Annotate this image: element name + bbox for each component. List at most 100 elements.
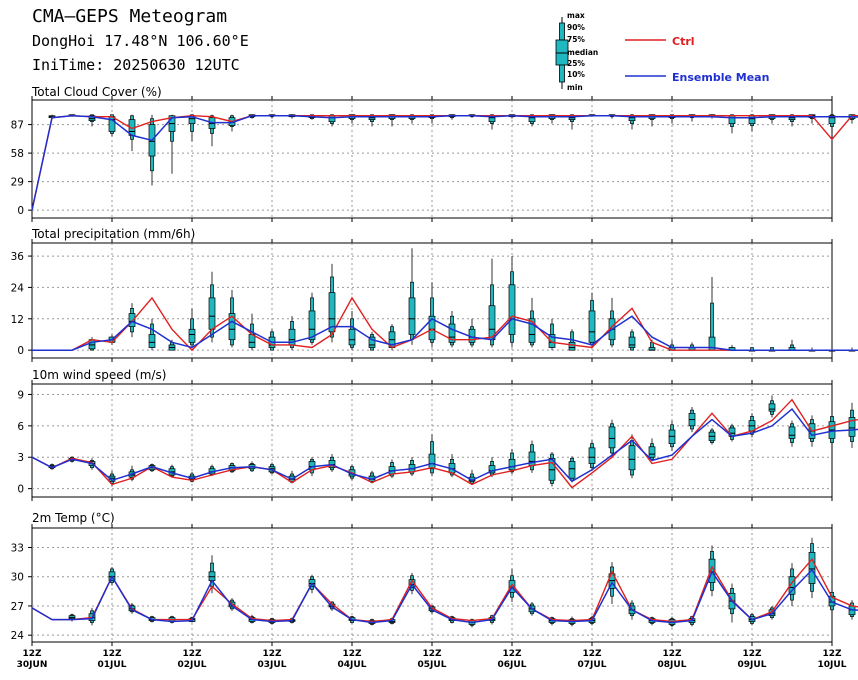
panel-4	[28, 524, 858, 646]
meteogram-title: CMA—GEPS Meteogram	[32, 6, 228, 27]
x-tick-hour: 12Z	[22, 649, 42, 659]
box-inner	[528, 318, 536, 343]
box-inner	[628, 336, 636, 348]
panel-1	[28, 96, 858, 222]
ensemble-mean-line	[31, 408, 858, 483]
box-inner	[128, 313, 136, 327]
x-tick-hour: 12Z	[502, 649, 522, 659]
x-tick-date: 03JUL	[258, 660, 287, 670]
x-tick-date: 04JUL	[338, 660, 367, 670]
box-inner	[368, 336, 376, 348]
box-inner	[328, 115, 336, 122]
box-inner	[248, 334, 256, 348]
x-tick-hour: 12Z	[582, 649, 602, 659]
x-tick-hour: 12Z	[742, 649, 762, 659]
box-inner	[608, 426, 616, 449]
legend-key-label: min	[567, 83, 583, 92]
y-tick-label: 9	[17, 389, 24, 401]
box-inner	[788, 576, 796, 595]
box-inner	[408, 297, 416, 335]
legend-box-outer	[559, 22, 565, 41]
y-tick-label: 33	[11, 542, 24, 554]
init-time: IniTime: 20250630 12UTC	[32, 56, 240, 74]
box-inner	[828, 115, 836, 124]
y-tick-label: 3	[17, 452, 24, 464]
box-inner	[548, 334, 556, 348]
x-tick-date: 01JUL	[98, 660, 127, 670]
x-tick-date: 07JUL	[578, 660, 607, 670]
x-tick-hour: 12Z	[822, 649, 842, 659]
x-tick-date: 30JUN	[17, 660, 48, 670]
x-tick-date: 06JUL	[498, 660, 527, 670]
ctrl-line	[31, 398, 858, 489]
panel-title: Total Cloud Cover (%)	[31, 85, 162, 99]
y-tick-label: 0	[17, 345, 24, 357]
legend-key-label: 75%	[567, 35, 585, 44]
box-inner	[588, 310, 596, 343]
x-tick-date: 09JUL	[738, 660, 767, 670]
box-inner	[188, 328, 196, 343]
y-tick-label: 24	[11, 630, 25, 642]
box-inner	[208, 297, 216, 330]
ensemble-mean-line	[31, 568, 858, 624]
legend-key-label: 10%	[567, 70, 585, 79]
box-inner	[588, 447, 596, 464]
y-tick-label: 24	[11, 282, 25, 294]
ctrl-line	[31, 114, 858, 211]
box-inner	[348, 328, 356, 346]
y-tick-label: 87	[11, 120, 24, 132]
x-tick-hour: 12Z	[182, 649, 202, 659]
box-inner	[508, 458, 516, 471]
legend-box-lower	[559, 64, 565, 83]
box-inner	[568, 461, 576, 479]
y-tick-label: 58	[11, 148, 24, 160]
station-location: DongHoi 17.48°N 106.60°E	[32, 32, 249, 50]
box-inner	[448, 323, 456, 343]
x-tick-hour: 12Z	[662, 649, 682, 659]
box-inner	[228, 313, 236, 341]
panel-title: 10m wind speed (m/s)	[32, 368, 166, 382]
box-inner	[668, 429, 676, 444]
y-tick-label: 0	[17, 205, 24, 217]
box-inner	[788, 426, 796, 439]
legend-key-label: median	[567, 48, 598, 57]
legend-key-label: max	[567, 11, 585, 20]
y-tick-label: 30	[11, 572, 24, 584]
ctrl-line	[32, 296, 858, 352]
box-inner	[428, 453, 436, 470]
box-inner	[768, 403, 776, 412]
panel-2	[28, 239, 858, 362]
y-tick-label: 12	[11, 314, 24, 326]
box-inner	[508, 284, 516, 335]
legend-key-label: 90%	[567, 23, 585, 32]
ensemble-mean-line	[32, 315, 858, 351]
legend-ctrl-label: Ctrl	[672, 35, 695, 48]
box-inner	[568, 341, 576, 351]
y-tick-label: 6	[17, 421, 24, 433]
box-inner	[148, 334, 156, 348]
x-tick-hour: 12Z	[422, 649, 442, 659]
box-inner	[848, 417, 856, 437]
box-inner	[308, 310, 316, 341]
legend-key-label: 25%	[567, 59, 585, 68]
y-tick-label: 27	[11, 601, 24, 613]
box-inner	[328, 292, 336, 333]
x-tick-date: 05JUL	[418, 660, 447, 670]
x-tick-date: 08JUL	[658, 660, 687, 670]
box-inner	[548, 457, 556, 481]
box-inner	[488, 465, 496, 474]
x-tick-hour: 12Z	[342, 649, 362, 659]
x-tick-date: 10JUL	[818, 660, 847, 670]
panel-3	[28, 380, 858, 501]
box-inner	[648, 446, 656, 458]
y-tick-label: 0	[17, 484, 24, 496]
x-tick-hour: 12Z	[102, 649, 122, 659]
box-inner	[808, 552, 816, 584]
y-tick-label: 36	[11, 251, 25, 263]
panel-title: 2m Temp (°C)	[32, 511, 115, 525]
box-inner	[428, 315, 436, 341]
y-tick-label: 29	[11, 177, 24, 189]
box-inner	[628, 445, 636, 471]
x-tick-date: 02JUL	[178, 660, 207, 670]
